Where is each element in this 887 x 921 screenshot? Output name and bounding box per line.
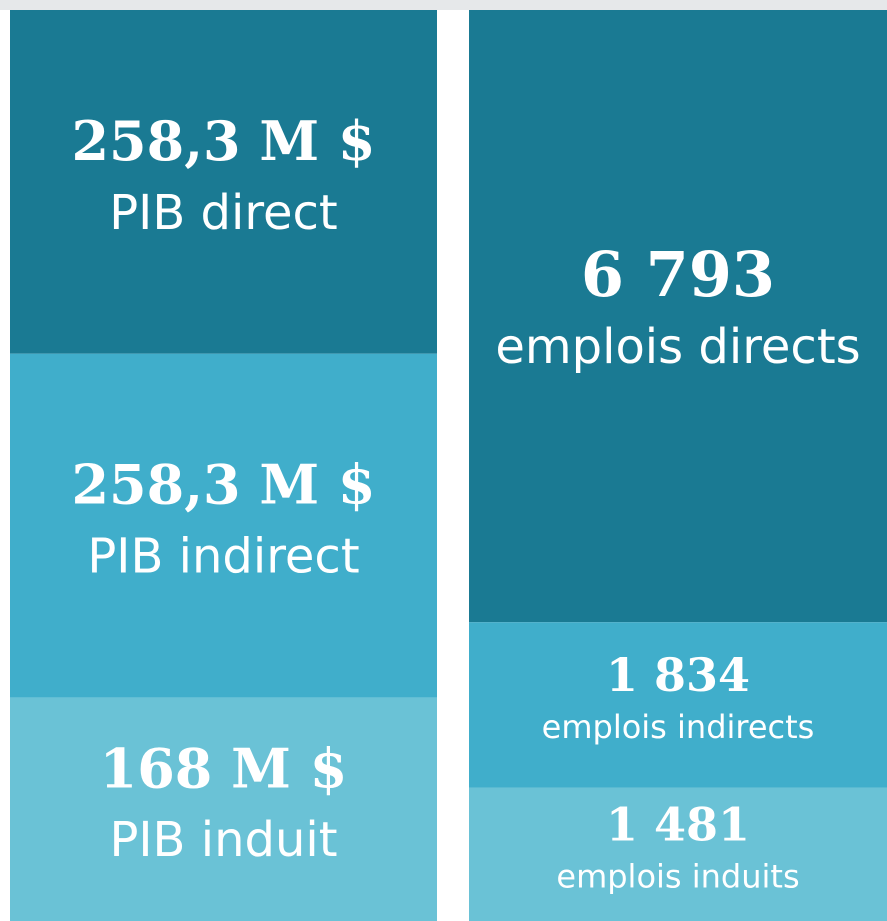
- segment-label: PIB direct: [109, 185, 338, 241]
- segment-label: emplois directs: [495, 319, 860, 375]
- segment: [469, 787, 887, 921]
- value-label: 258,3 M $: [71, 453, 375, 517]
- segment-label: PIB indirect: [87, 529, 359, 585]
- value-label: 1 481: [606, 797, 750, 851]
- segment: [10, 697, 437, 921]
- segment: [10, 353, 437, 698]
- segment-label: PIB induit: [109, 812, 337, 868]
- top-strip: [0, 0, 887, 10]
- segment: [469, 10, 887, 623]
- value-label: 6 793: [581, 238, 775, 311]
- value-label: 1 834: [606, 648, 750, 702]
- segment: [10, 10, 437, 354]
- segment: [469, 622, 887, 788]
- segment-label: emplois indirects: [542, 708, 815, 746]
- value-label: 258,3 M $: [71, 109, 375, 173]
- segment-label: emplois induits: [556, 857, 799, 895]
- value-label: 168 M $: [100, 736, 348, 800]
